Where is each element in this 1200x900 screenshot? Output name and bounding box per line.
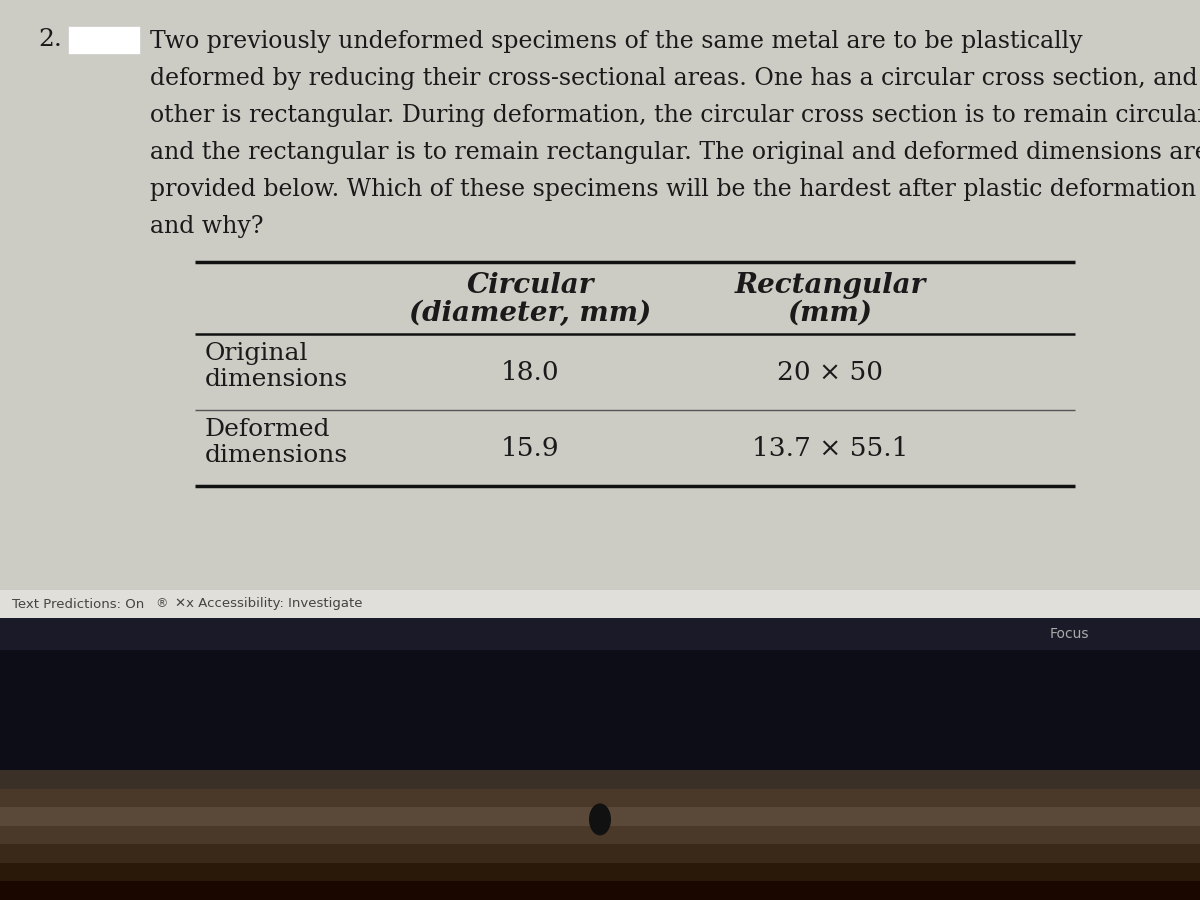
Bar <box>0 0 1200 590</box>
Bar <box>68 26 140 54</box>
Text: 2.: 2. <box>38 28 62 51</box>
Bar <box>0 863 1200 882</box>
Text: dimensions: dimensions <box>205 444 348 467</box>
Bar <box>0 770 1200 789</box>
Text: ✕x Accessibility: Investigate: ✕x Accessibility: Investigate <box>175 598 362 610</box>
Text: 13.7 × 55.1: 13.7 × 55.1 <box>752 436 908 461</box>
Text: 18.0: 18.0 <box>500 360 559 385</box>
Text: deformed by reducing their cross-sectional areas. One has a circular cross secti: deformed by reducing their cross-section… <box>150 67 1200 90</box>
Text: Rectangular: Rectangular <box>734 272 925 299</box>
Text: Two previously undeformed specimens of the same metal are to be plastically: Two previously undeformed specimens of t… <box>150 30 1082 53</box>
Text: and the rectangular is to remain rectangular. The original and deformed dimensio: and the rectangular is to remain rectang… <box>150 141 1200 164</box>
Text: Original: Original <box>205 342 308 365</box>
Text: 15.9: 15.9 <box>500 436 559 461</box>
Text: provided below. Which of these specimens will be the hardest after plastic defor: provided below. Which of these specimens… <box>150 178 1196 201</box>
Text: dimensions: dimensions <box>205 368 348 391</box>
Text: Circular: Circular <box>467 272 594 299</box>
Bar <box>0 590 1200 618</box>
Bar <box>0 650 1200 770</box>
Bar <box>0 881 1200 900</box>
Bar <box>0 844 1200 864</box>
Text: (mm): (mm) <box>787 300 872 327</box>
Text: 20 × 50: 20 × 50 <box>778 360 883 385</box>
Text: Deformed: Deformed <box>205 418 330 441</box>
Text: Text Predictions: On: Text Predictions: On <box>12 598 144 610</box>
Text: and why?: and why? <box>150 215 264 238</box>
Text: hp: hp <box>592 813 608 826</box>
Text: other is rectangular. During deformation, the circular cross section is to remai: other is rectangular. During deformation… <box>150 104 1200 127</box>
Bar <box>0 618 1200 650</box>
Ellipse shape <box>589 804 611 835</box>
Text: (diameter, mm): (diameter, mm) <box>409 300 652 327</box>
Bar <box>0 825 1200 845</box>
Text: Focus: Focus <box>1050 627 1090 641</box>
Text: ®: ® <box>155 598 168 610</box>
Bar <box>0 788 1200 808</box>
Bar <box>0 807 1200 827</box>
